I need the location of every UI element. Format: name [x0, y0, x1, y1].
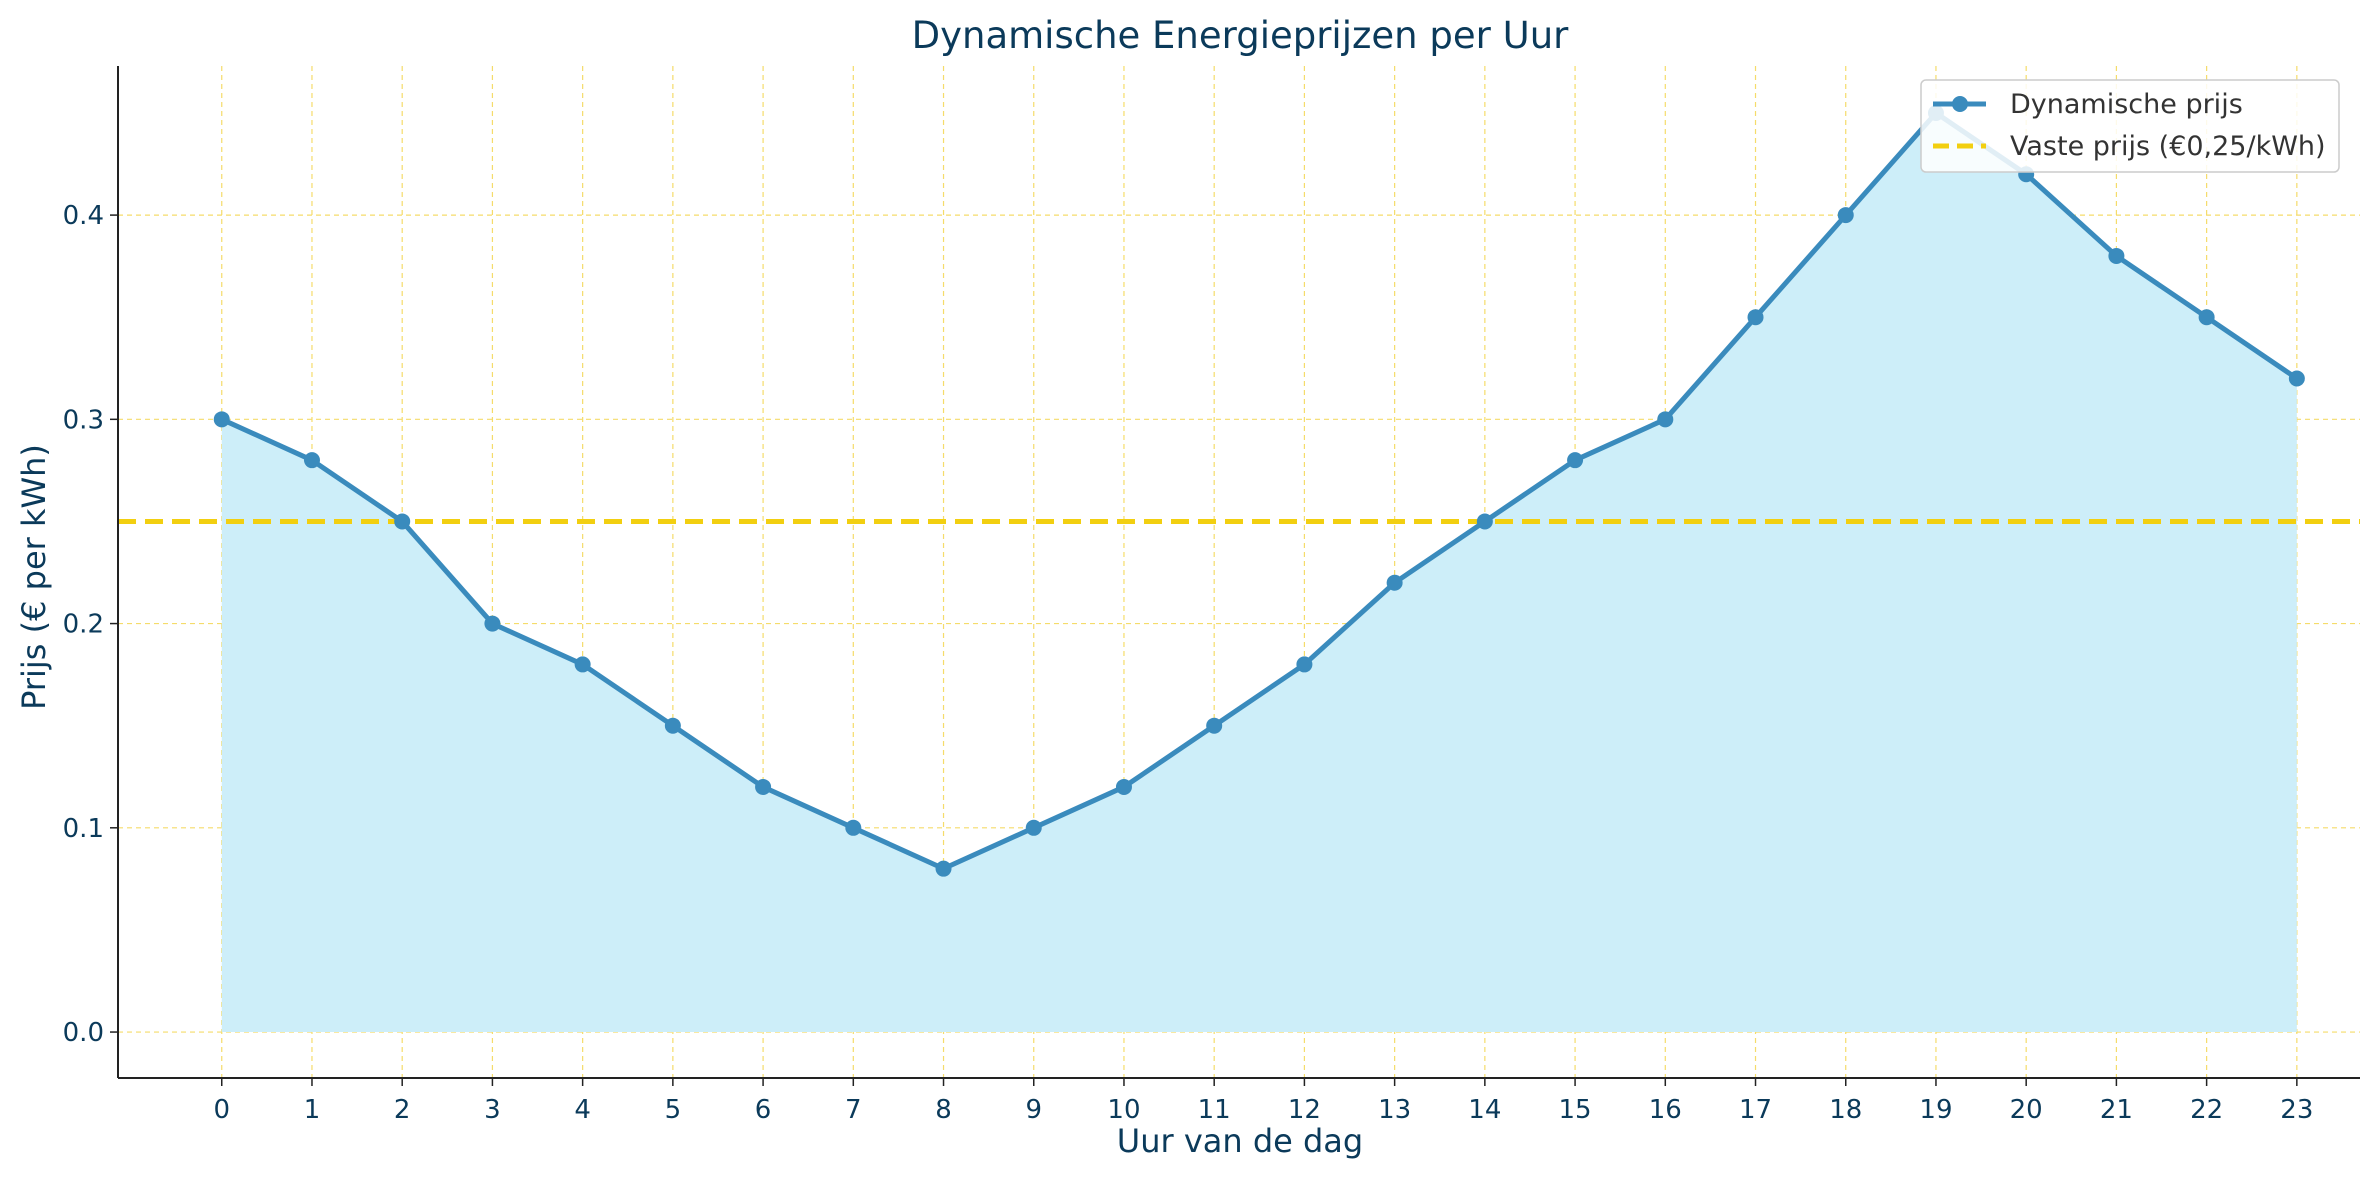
data-point [755, 778, 772, 795]
axes [117, 66, 2360, 1079]
data-point [213, 411, 230, 428]
legend-label-fixed: Vaste prijs (€0,25/kWh) [2010, 131, 2326, 162]
y-axis-ticks: 0.0 0.1 0.2 0.3 0.4 [63, 201, 118, 1048]
data-point [303, 452, 320, 469]
data-point [2288, 370, 2305, 387]
x-tick-label: 14 [1468, 1095, 1501, 1125]
data-point [1837, 207, 1854, 224]
x-tick-label: 21 [2100, 1095, 2133, 1125]
x-tick-label: 7 [845, 1095, 862, 1125]
x-tick-label: 15 [1559, 1095, 1592, 1125]
y-tick-label: 0.3 [63, 405, 104, 435]
data-point [394, 513, 411, 530]
x-tick-label: 23 [2280, 1095, 2313, 1125]
x-tick-label: 6 [755, 1095, 772, 1125]
x-axis-ticks: 0 1 2 3 4 5 6 7 8 9 10 11 12 13 14 15 16 17 18 19 20 21 22 23 [213, 1078, 2313, 1125]
x-tick-label: 17 [1739, 1095, 1772, 1125]
x-tick-label: 19 [1919, 1095, 1952, 1125]
x-tick-label: 22 [2190, 1095, 2223, 1125]
dynamic-price-area [221, 112, 2297, 1033]
data-point [935, 860, 952, 877]
x-tick-label: 13 [1378, 1095, 1411, 1125]
data-point [1206, 717, 1223, 734]
x-tick-label: 12 [1288, 1095, 1321, 1125]
legend-marker-dynamic [1952, 96, 1968, 112]
data-point [2108, 247, 2125, 264]
x-tick-label: 18 [1829, 1095, 1862, 1125]
x-axis-label: Uur van de dag [1117, 1122, 1363, 1160]
x-tick-label: 2 [394, 1095, 411, 1125]
y-tick-label: 0.2 [63, 610, 104, 640]
data-point [1657, 411, 1674, 428]
x-tick-label: 20 [2010, 1095, 2043, 1125]
chart-title: Dynamische Energieprijzen per Uur [912, 14, 1570, 57]
x-tick-label: 1 [304, 1095, 321, 1125]
x-tick-label: 9 [1025, 1095, 1042, 1125]
data-point [664, 717, 681, 734]
x-tick-label: 0 [213, 1095, 230, 1125]
y-axis-label: Prijs (€ per kWh) [15, 444, 53, 710]
data-point [484, 615, 501, 632]
data-point [2198, 309, 2215, 326]
legend-box [1920, 79, 2340, 173]
data-point [1025, 819, 1042, 836]
x-tick-label: 11 [1198, 1095, 1231, 1125]
legend: Dynamische prijs Vaste prijs (€0,25/kWh) [1920, 79, 2340, 173]
y-tick-label: 0.4 [63, 201, 104, 231]
legend-label-dynamic: Dynamische prijs [2010, 89, 2243, 120]
y-tick-label: 0.0 [63, 1018, 104, 1048]
x-tick-label: 5 [665, 1095, 682, 1125]
x-tick-label: 10 [1107, 1095, 1140, 1125]
data-point [1296, 656, 1313, 673]
x-tick-label: 3 [484, 1095, 501, 1125]
data-point [1386, 574, 1403, 591]
data-point [845, 819, 862, 836]
y-tick-label: 0.1 [63, 814, 104, 844]
data-point [1476, 513, 1493, 530]
data-point [574, 656, 591, 673]
x-tick-label: 16 [1649, 1095, 1682, 1125]
data-point [1567, 452, 1584, 469]
data-point [1115, 778, 1132, 795]
data-point [1747, 309, 1764, 326]
x-tick-label: 4 [574, 1095, 591, 1125]
x-tick-label: 8 [935, 1095, 952, 1125]
